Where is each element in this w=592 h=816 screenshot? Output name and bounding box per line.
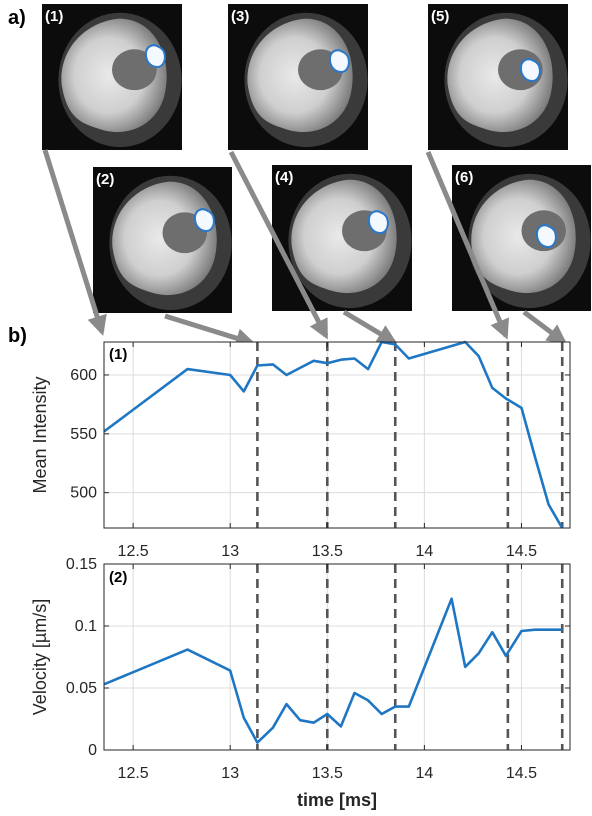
x-tick-label: 14.5 bbox=[506, 765, 537, 782]
x-tick-label: 12.5 bbox=[118, 765, 149, 782]
thumbnail-label: (4) bbox=[275, 169, 293, 186]
panel-b-label: b) bbox=[8, 325, 27, 347]
y-tick-label: 0.15 bbox=[66, 556, 97, 573]
thumbnail-label: (3) bbox=[231, 8, 249, 25]
velocity-x-ticks: 12.5 13 13.5 14 14.5 bbox=[118, 564, 537, 782]
pointer-arrow bbox=[164, 313, 256, 348]
thumbnail-3: (3) bbox=[228, 4, 368, 150]
y-tick-label: 0 bbox=[88, 742, 97, 759]
x-tick-label: 13 bbox=[221, 765, 239, 782]
panel-a-label: a) bbox=[8, 7, 26, 29]
pointer-arrow bbox=[228, 150, 329, 340]
y-tick-label: 500 bbox=[70, 485, 97, 502]
thumbnail-label: (6) bbox=[455, 169, 473, 186]
y-tick-label: 600 bbox=[70, 367, 97, 384]
thumbnail-5: (5) bbox=[428, 4, 568, 150]
tracked-region-outline bbox=[367, 210, 389, 234]
mean-intensity-y-ticks: 500 550 600 bbox=[70, 367, 570, 502]
velocity-chart: 0 0.05 0.1 0.15 12.5 13 13.5 14 14.5 (2) Veloci… bbox=[30, 556, 571, 810]
x-tick-label: 12.5 bbox=[118, 543, 149, 560]
velocity-x-axis-title: time [ms] bbox=[297, 790, 377, 810]
y-tick-label: 0.05 bbox=[66, 680, 97, 697]
thumbnail-label: (1) bbox=[45, 8, 63, 25]
x-tick-label: 14 bbox=[415, 765, 433, 782]
pointer-arrow bbox=[425, 151, 509, 340]
pointer-arrows bbox=[42, 149, 568, 348]
mean-intensity-chart: 500 550 600 12.5 13 13.5 14 14.5 (1) Mean Inte… bbox=[30, 340, 571, 560]
tracked-region-outline bbox=[144, 44, 166, 68]
mean-intensity-y-axis-title: Mean Intensity bbox=[30, 376, 50, 493]
thumbnail-2: (2) bbox=[93, 167, 232, 313]
tracked-region-outline bbox=[535, 224, 557, 248]
thumbnail-4: (4) bbox=[272, 165, 412, 311]
thumbnail-label: (2) bbox=[96, 171, 114, 188]
velocity-series bbox=[103, 597, 563, 744]
y-tick-label: 0.1 bbox=[75, 618, 97, 635]
tracked-region-outline bbox=[193, 208, 215, 232]
mean-intensity-x-ticks: 12.5 13 13.5 14 14.5 bbox=[118, 342, 537, 560]
thumbnail-6: (6) bbox=[452, 165, 591, 311]
x-tick-label: 13.5 bbox=[312, 765, 343, 782]
mean-intensity-series bbox=[103, 340, 564, 529]
cell-dark-region bbox=[111, 49, 157, 91]
velocity-y-ticks: 0 0.05 0.1 0.15 bbox=[66, 556, 570, 759]
mean-intensity-panel-label: (1) bbox=[109, 346, 127, 363]
velocity-y-axis-title: Velocity [µm/s] bbox=[30, 599, 50, 715]
y-tick-label: 550 bbox=[70, 426, 97, 443]
x-tick-label: 14.5 bbox=[506, 543, 537, 560]
thumbnail-label: (5) bbox=[431, 8, 449, 25]
velocity-markers bbox=[256, 564, 564, 750]
thumbnail-1: (1) bbox=[42, 4, 182, 150]
tracked-region-outline bbox=[328, 49, 350, 73]
pointer-arrow bbox=[522, 310, 568, 345]
mean-intensity-markers bbox=[256, 342, 564, 528]
x-tick-label: 13.5 bbox=[312, 543, 343, 560]
x-tick-label: 13 bbox=[221, 543, 239, 560]
x-tick-label: 14 bbox=[415, 543, 433, 560]
pointer-arrow bbox=[42, 149, 107, 336]
tracked-region-outline bbox=[519, 58, 541, 82]
velocity-panel-label: (2) bbox=[109, 569, 127, 586]
pointer-arrow bbox=[342, 309, 398, 345]
thumbnail-row: (1) (2) (3) (4) (5) (6) bbox=[42, 4, 591, 313]
